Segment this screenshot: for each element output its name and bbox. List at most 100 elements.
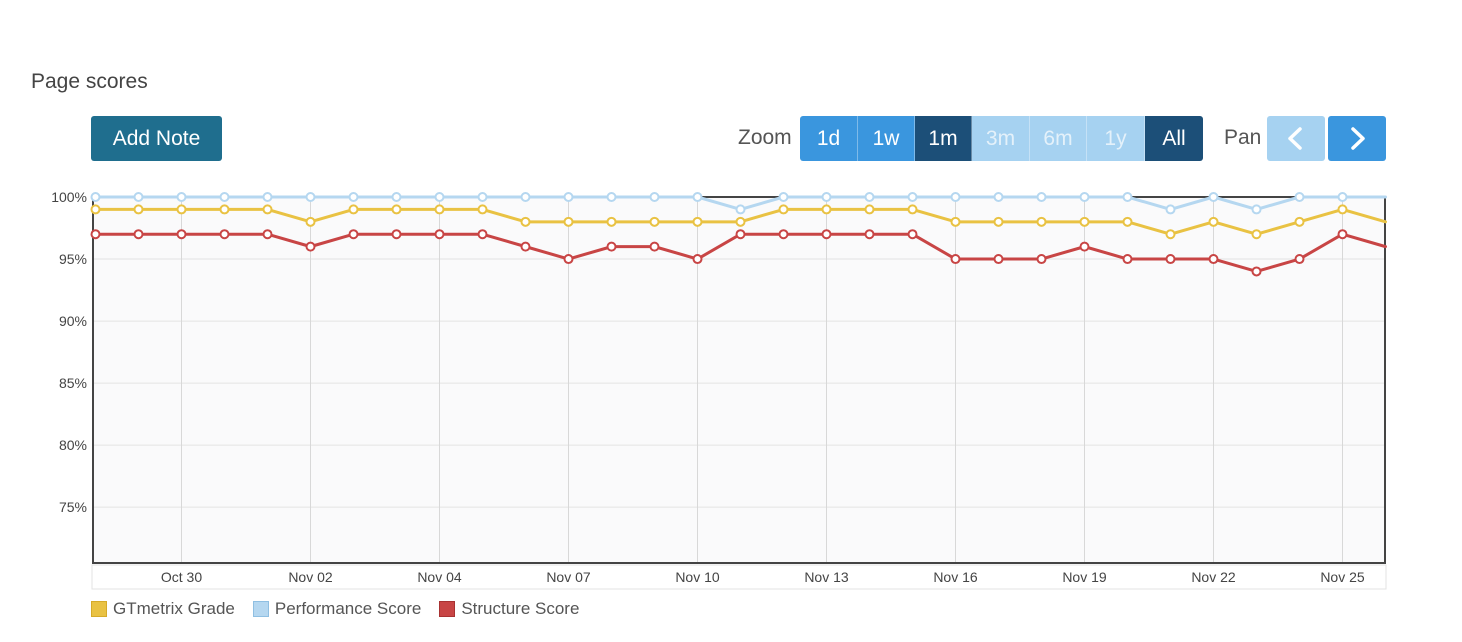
data-point-performance-score xyxy=(1294,192,1305,202)
data-point-structure-score xyxy=(1122,254,1133,265)
y-tick-label: 75% xyxy=(59,499,87,515)
data-point-gtmetrix-grade xyxy=(1122,216,1133,227)
data-point-performance-score xyxy=(1208,192,1219,202)
data-point-gtmetrix-grade xyxy=(434,204,445,215)
series-line-performance-score xyxy=(95,195,1387,211)
data-point-performance-score xyxy=(778,192,789,202)
data-point-structure-score xyxy=(305,241,316,252)
data-point-structure-score xyxy=(262,229,273,240)
zoom-6m-button[interactable]: 6m xyxy=(1030,116,1087,161)
data-point-gtmetrix-grade xyxy=(864,204,875,215)
x-tick-label: Nov 04 xyxy=(417,569,462,585)
data-point-performance-score xyxy=(520,192,531,202)
data-point-performance-score xyxy=(90,192,101,202)
data-point-performance-score xyxy=(1165,204,1176,215)
data-point-performance-score xyxy=(434,192,445,202)
data-point-structure-score xyxy=(477,229,488,240)
data-point-gtmetrix-grade xyxy=(1251,229,1262,240)
data-point-structure-score xyxy=(821,229,832,240)
zoom-1w-button[interactable]: 1w xyxy=(858,116,915,161)
x-tick-label: Nov 19 xyxy=(1062,569,1107,585)
data-point-structure-score xyxy=(864,229,875,240)
data-point-structure-score xyxy=(950,254,961,265)
data-point-gtmetrix-grade xyxy=(692,216,703,227)
data-point-performance-score xyxy=(563,192,574,202)
data-point-performance-score xyxy=(1122,192,1133,202)
zoom-1d-button[interactable]: 1d xyxy=(800,116,858,161)
y-tick-label: 80% xyxy=(59,437,87,453)
data-point-structure-score xyxy=(133,229,144,240)
data-point-gtmetrix-grade xyxy=(133,204,144,215)
plot-area xyxy=(93,197,1385,563)
data-point-structure-score xyxy=(1079,241,1090,252)
data-point-structure-score xyxy=(176,229,187,240)
data-point-performance-score xyxy=(864,192,875,202)
zoom-1m-button[interactable]: 1m xyxy=(915,116,972,161)
data-point-gtmetrix-grade xyxy=(90,204,101,215)
pan-next-button[interactable] xyxy=(1328,116,1386,161)
x-tick-label: Nov 25 xyxy=(1320,569,1365,585)
data-point-performance-score xyxy=(133,192,144,202)
legend-item-gtmetrix-grade[interactable]: GTmetrix Grade xyxy=(91,599,235,619)
legend-label-performance-score: Performance Score xyxy=(274,599,422,618)
zoom-button-group: 1d 1w 1m 3m 6m 1y All xyxy=(800,116,1203,161)
data-point-gtmetrix-grade xyxy=(821,204,832,215)
legend-item-structure-score[interactable]: Structure Score xyxy=(439,599,579,619)
data-point-structure-score xyxy=(778,229,789,240)
data-point-structure-score xyxy=(993,254,1004,265)
y-tick-label: 100% xyxy=(51,189,87,205)
data-point-performance-score xyxy=(1036,192,1047,202)
data-point-structure-score xyxy=(1036,254,1047,265)
chevron-right-icon xyxy=(1351,127,1365,150)
data-point-structure-score xyxy=(348,229,359,240)
zoom-all-button[interactable]: All xyxy=(1145,116,1203,161)
data-point-performance-score xyxy=(176,192,187,202)
data-point-gtmetrix-grade xyxy=(1337,204,1348,215)
data-point-gtmetrix-grade xyxy=(1294,216,1305,227)
data-point-performance-score xyxy=(1251,204,1262,215)
legend-item-performance-score[interactable]: Performance Score xyxy=(252,599,422,619)
data-point-structure-score xyxy=(1294,254,1305,265)
series-line-gtmetrix-grade xyxy=(95,207,1387,236)
data-point-performance-score xyxy=(692,192,703,202)
x-axis-strip xyxy=(91,564,1387,590)
data-point-performance-score xyxy=(219,192,230,202)
data-point-performance-score xyxy=(950,192,961,202)
page-title: Page scores xyxy=(31,70,148,93)
data-point-structure-score xyxy=(606,241,617,252)
plot-border xyxy=(92,196,1386,564)
chevron-left-icon xyxy=(1288,127,1302,150)
data-point-performance-score xyxy=(305,192,316,202)
x-tick-label: Nov 10 xyxy=(675,569,720,585)
x-tick-label: Nov 13 xyxy=(804,569,849,585)
x-tick-label: Nov 07 xyxy=(546,569,591,585)
data-point-structure-score xyxy=(219,229,230,240)
data-point-performance-score xyxy=(348,192,359,202)
data-point-structure-score xyxy=(90,229,101,240)
data-point-gtmetrix-grade xyxy=(778,204,789,215)
add-note-button[interactable]: Add Note xyxy=(91,116,222,161)
y-tick-label: 85% xyxy=(59,375,87,391)
x-tick-label: Nov 16 xyxy=(933,569,978,585)
pan-prev-button[interactable] xyxy=(1267,116,1325,161)
data-point-gtmetrix-grade xyxy=(606,216,617,227)
data-point-performance-score xyxy=(606,192,617,202)
zoom-3m-button[interactable]: 3m xyxy=(972,116,1030,161)
data-point-gtmetrix-grade xyxy=(520,216,531,227)
data-point-structure-score xyxy=(1165,254,1176,265)
data-point-structure-score xyxy=(735,229,746,240)
zoom-1y-button[interactable]: 1y xyxy=(1087,116,1145,161)
data-point-gtmetrix-grade xyxy=(1165,229,1176,240)
data-point-gtmetrix-grade xyxy=(649,216,660,227)
data-point-performance-score xyxy=(649,192,660,202)
data-point-gtmetrix-grade xyxy=(563,216,574,227)
data-point-gtmetrix-grade xyxy=(950,216,961,227)
data-point-performance-score xyxy=(477,192,488,202)
pan-label: Pan xyxy=(1224,126,1262,149)
data-point-structure-score xyxy=(1208,254,1219,265)
data-point-structure-score xyxy=(649,241,660,252)
data-point-structure-score xyxy=(1251,266,1262,277)
data-point-performance-score xyxy=(993,192,1004,202)
data-point-performance-score xyxy=(735,204,746,215)
data-point-structure-score xyxy=(391,229,402,240)
